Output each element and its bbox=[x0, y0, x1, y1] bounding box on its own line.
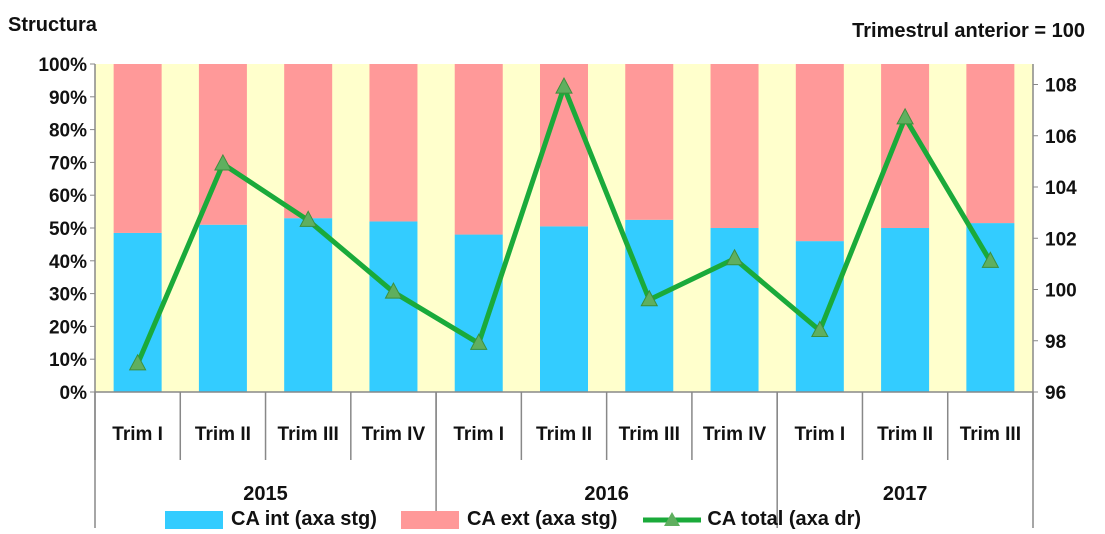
right-tick-label: 104 bbox=[1045, 178, 1077, 199]
left-tick-label: 70% bbox=[49, 153, 87, 174]
left-tick-label: 50% bbox=[49, 219, 87, 240]
bar-ca-ext bbox=[454, 64, 503, 235]
point-ca-total bbox=[981, 251, 1000, 268]
point-ca-total bbox=[128, 353, 147, 371]
left-tick-label: 40% bbox=[49, 252, 87, 273]
year-group-label: 2015 bbox=[243, 483, 288, 505]
left-tick-label: 0% bbox=[60, 383, 88, 404]
bar-ca-ext bbox=[284, 64, 333, 219]
point-ca-total bbox=[299, 210, 318, 227]
legend-label-ca-int: CA int (axa stg) bbox=[231, 508, 377, 530]
left-tick-label: 80% bbox=[49, 121, 87, 142]
right-tick-label: 98 bbox=[1045, 332, 1066, 353]
bar-ca-ext bbox=[795, 64, 844, 242]
legend-swatch-ca-total bbox=[643, 511, 702, 526]
category-label: Trim I bbox=[794, 424, 845, 445]
right-axis-title: Trimestrul anterior = 100 bbox=[852, 20, 1085, 42]
point-ca-total bbox=[725, 248, 744, 266]
right-tick-label: 96 bbox=[1045, 383, 1066, 404]
year-group-label: 2017 bbox=[883, 483, 928, 505]
bar-ca-int bbox=[540, 226, 588, 392]
point-ca-total bbox=[469, 333, 488, 350]
left-tick-label: 30% bbox=[49, 285, 87, 306]
bar-ca-ext bbox=[966, 64, 1015, 224]
point-ca-total bbox=[384, 282, 403, 299]
left-tick-label: 90% bbox=[49, 88, 87, 109]
left-tick-label: 10% bbox=[49, 350, 87, 371]
legend-label-ca-total: CA total (axa dr) bbox=[707, 508, 862, 530]
left-tick-label: 100% bbox=[38, 55, 87, 76]
point-ca-total bbox=[896, 107, 914, 125]
right-tick-label: 100 bbox=[1045, 281, 1077, 302]
category-label: Trim I bbox=[453, 424, 504, 445]
left-tick-label: 60% bbox=[49, 186, 87, 207]
bar-ca-ext bbox=[369, 64, 418, 222]
point-ca-total bbox=[640, 289, 659, 307]
bar-ca-int bbox=[284, 218, 333, 392]
bar-ca-ext bbox=[625, 64, 674, 220]
right-tick-label: 106 bbox=[1045, 127, 1077, 148]
bar-ca-int bbox=[369, 221, 418, 392]
bar-ca-int bbox=[881, 228, 930, 392]
legend-swatch-ca-int bbox=[165, 510, 223, 529]
category-label: Trim II bbox=[536, 424, 592, 445]
legend-label-ca-ext: CA ext (axa stg) bbox=[466, 508, 618, 530]
left-axis-title: Structura bbox=[8, 14, 97, 36]
right-tick-label: 102 bbox=[1045, 229, 1077, 250]
bar-ca-int bbox=[454, 234, 503, 392]
chart-legend: CA int (axa stg) CA ext (axa stg) CA tot… bbox=[165, 508, 885, 531]
point-ca-total bbox=[555, 77, 573, 94]
category-label: Trim IV bbox=[703, 424, 767, 445]
point-ca-total bbox=[810, 320, 829, 337]
bar-ca-ext bbox=[710, 64, 759, 228]
bar-ca-int bbox=[966, 223, 1015, 392]
legend-swatch-ca-ext bbox=[400, 510, 459, 529]
right-tick-label: 108 bbox=[1045, 76, 1077, 97]
legend-item-ca-total[interactable]: CA total (axa dr) bbox=[641, 508, 861, 531]
legend-item-ca-int[interactable]: CA int (axa stg) bbox=[165, 508, 377, 531]
category-label: Trim III bbox=[619, 424, 680, 445]
left-tick-label: 20% bbox=[49, 317, 87, 338]
bar-ca-ext bbox=[113, 64, 162, 233]
category-label: Trim I bbox=[112, 424, 163, 445]
point-ca-total bbox=[214, 153, 232, 171]
category-label: Trim II bbox=[877, 424, 933, 445]
category-label: Trim IV bbox=[362, 424, 426, 445]
category-label: Trim III bbox=[278, 424, 339, 445]
category-label: Trim II bbox=[195, 424, 251, 445]
category-label: Trim III bbox=[960, 424, 1021, 445]
legend-item-ca-ext[interactable]: CA ext (axa stg) bbox=[400, 508, 618, 531]
year-group-label: 2016 bbox=[584, 483, 629, 505]
bar-ca-int bbox=[198, 224, 247, 392]
